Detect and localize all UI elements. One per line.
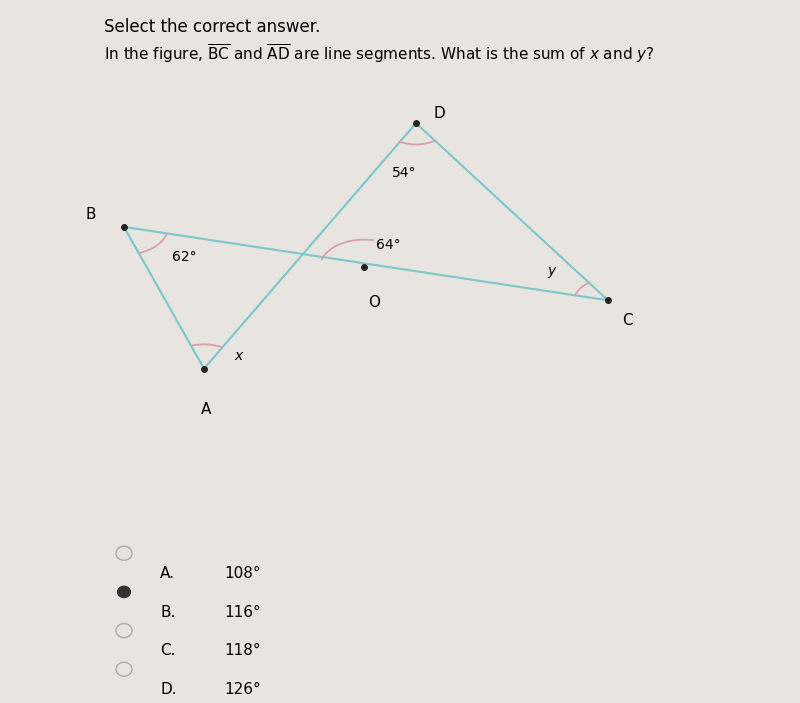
Text: In the figure, $\overline{\mathrm{BC}}$ and $\overline{\mathrm{AD}}$ are line se: In the figure, $\overline{\mathrm{BC}}$ …	[104, 42, 654, 65]
Text: 118°: 118°	[224, 643, 261, 658]
Text: B.: B.	[160, 605, 175, 619]
Text: 126°: 126°	[224, 682, 261, 697]
Text: 62°: 62°	[172, 250, 197, 264]
Text: A: A	[201, 401, 210, 417]
Text: D.: D.	[160, 682, 177, 697]
Text: O: O	[368, 295, 380, 310]
Text: C.: C.	[160, 643, 175, 658]
Text: 108°: 108°	[224, 566, 261, 581]
Text: y: y	[548, 264, 556, 278]
Text: B: B	[86, 207, 96, 222]
Text: 116°: 116°	[224, 605, 261, 619]
Text: D: D	[434, 105, 446, 121]
Text: C: C	[622, 313, 633, 328]
Text: x: x	[234, 349, 242, 363]
Text: 54°: 54°	[392, 166, 416, 180]
Text: 64°: 64°	[376, 238, 401, 252]
Text: Select the correct answer.: Select the correct answer.	[104, 18, 320, 36]
Text: A.: A.	[160, 566, 175, 581]
